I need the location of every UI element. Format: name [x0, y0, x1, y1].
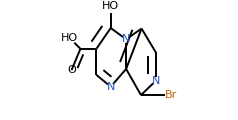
Text: N: N [122, 34, 130, 44]
Text: N: N [106, 82, 115, 92]
Text: Br: Br [165, 90, 177, 100]
Text: N: N [152, 76, 160, 86]
Text: O: O [68, 65, 76, 75]
Text: HO: HO [61, 33, 78, 43]
Text: HO: HO [102, 1, 119, 11]
